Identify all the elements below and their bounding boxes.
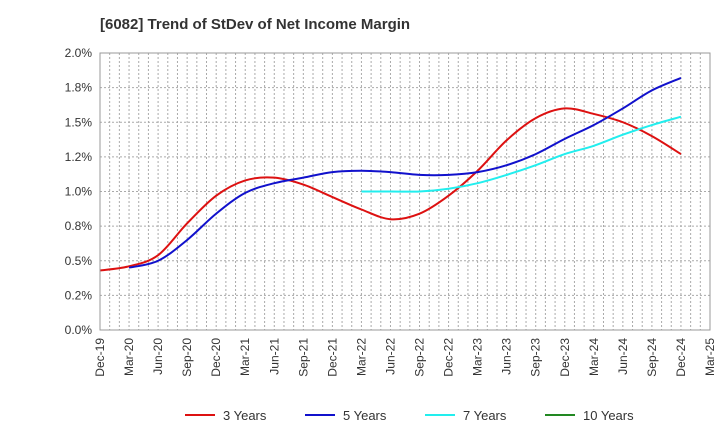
x-tick-label: Dec-24: [674, 338, 688, 377]
x-tick-label: Sep-23: [529, 338, 543, 377]
x-axis-ticks: Dec-19 Mar-20 Jun-20 Sep-20 Dec-20 Mar-21 Jun-…: [93, 338, 717, 377]
x-tick-label: Jun-23: [500, 338, 514, 375]
y-axis-ticks: 0.0% 0.2% 0.5% 0.8% 1.0% 1.2% 1.5% 1.8% 2.0%: [65, 46, 93, 337]
x-tick-label: Dec-21: [325, 338, 339, 377]
legend: 3 Years 5 Years 7 Years 10 Years: [185, 408, 634, 423]
x-tick-label: Dec-19: [93, 338, 107, 377]
y-tick-label: 2.0%: [65, 46, 93, 60]
x-tick-label: Mar-25: [703, 338, 717, 376]
y-tick-label: 0.0%: [65, 323, 93, 337]
x-tick-label: Sep-22: [413, 338, 427, 377]
series-line-7-years: [361, 115, 682, 193]
legend-label: 10 Years: [583, 408, 634, 423]
x-tick-label: Sep-21: [296, 338, 310, 377]
plot-frame: [99, 52, 711, 331]
x-tick-label: Jun-24: [616, 338, 630, 375]
x-tick-label: Jun-20: [151, 338, 165, 375]
x-tick-label: Mar-24: [587, 338, 601, 376]
x-tick-label: Dec-23: [558, 338, 572, 377]
y-tick-label: 1.5%: [65, 115, 93, 129]
series-line-5-years: [128, 77, 682, 269]
y-tick-label: 1.0%: [65, 185, 93, 199]
x-tick-label: Sep-20: [180, 338, 194, 377]
y-tick-label: 0.2%: [65, 288, 93, 302]
x-tick-label: Jun-21: [267, 338, 281, 375]
chart-title: [6082] Trend of StDev of Net Income Marg…: [100, 16, 411, 33]
y-tick-label: 0.8%: [65, 219, 93, 233]
x-tick-label: Sep-24: [645, 338, 659, 377]
legend-label: 3 Years: [223, 408, 267, 423]
x-tick-label: Mar-21: [238, 338, 252, 376]
legend-label: 5 Years: [343, 408, 387, 423]
y-tick-label: 1.8%: [65, 81, 93, 95]
y-tick-label: 1.2%: [65, 150, 93, 164]
series-layer: [99, 77, 682, 272]
x-tick-label: Mar-20: [122, 338, 136, 376]
x-tick-label: Mar-23: [471, 338, 485, 376]
y-tick-label: 0.5%: [65, 254, 93, 268]
x-tick-label: Mar-22: [354, 338, 368, 376]
x-tick-label: Jun-22: [383, 338, 397, 375]
legend-label: 7 Years: [463, 408, 507, 423]
series-line-3-years: [99, 107, 682, 272]
x-tick-label: Dec-20: [209, 338, 223, 377]
x-tick-label: Dec-22: [442, 338, 456, 377]
